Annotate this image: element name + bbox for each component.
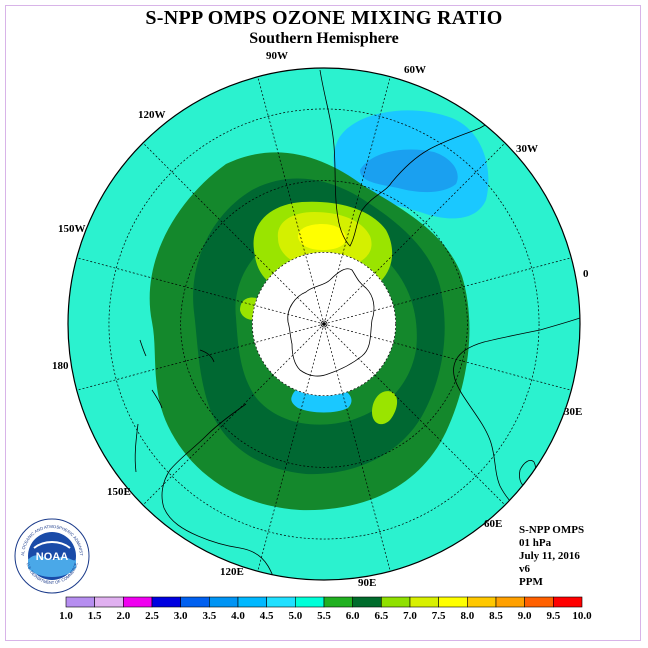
- lon-label-120w: 120W: [138, 109, 166, 121]
- map-subtitle: Southern Hemisphere: [249, 30, 399, 47]
- lon-label-90e: 90E: [358, 577, 377, 589]
- lon-label-180: 180: [52, 360, 69, 372]
- info-block: S-NPP OMPS 01 hPa July 11, 2016 v6 PPM: [519, 524, 584, 589]
- latitude-circle: [180, 180, 468, 468]
- meridian-line: [76, 323, 325, 391]
- lon-label-30w: 30W: [516, 143, 538, 155]
- meridian-line: [323, 323, 572, 391]
- pole-marker: [320, 320, 328, 328]
- meridian-line: [323, 142, 506, 325]
- meridian-line: [257, 76, 325, 325]
- noaa-logo-text: NOAA: [36, 551, 68, 563]
- latitude-circle: [251, 251, 397, 397]
- info-date: July 11, 2016: [519, 550, 580, 562]
- meridian-line: [323, 323, 506, 506]
- lon-label-0: 0: [583, 268, 589, 280]
- info-version: v6: [519, 563, 530, 575]
- map-title: S-NPP OMPS OZONE MIXING RATIO: [145, 7, 503, 29]
- info-units: PPM: [519, 576, 543, 588]
- lon-label-60w: 60W: [404, 64, 426, 76]
- meridian-line: [323, 76, 391, 325]
- antarctica-outline: [287, 268, 375, 377]
- info-instrument: S-NPP OMPS: [519, 524, 585, 536]
- meridian-line: [142, 142, 325, 325]
- contour-3-5: [360, 149, 458, 193]
- contour-7-5: [298, 224, 346, 250]
- lon-label-120e: 120E: [220, 566, 244, 578]
- meridian-line: [323, 257, 572, 325]
- lon-label-60e: 60E: [484, 518, 503, 530]
- lon-label-150w: 150W: [58, 223, 86, 235]
- meridian-line: [76, 257, 325, 325]
- contour-6-5-small: [372, 391, 398, 425]
- meridian-line: [142, 323, 325, 506]
- lon-label-30e: 30E: [564, 406, 583, 418]
- map-boundary: [67, 67, 581, 581]
- info-pressure: 01 hPa: [519, 537, 552, 549]
- lon-label-90w: 90W: [266, 50, 288, 62]
- meridian-line: [257, 323, 325, 572]
- noaa-logo: NOAA NATIONAL OCEANIC AND ATMOSPHERIC AD…: [14, 518, 90, 594]
- figure-frame: [5, 5, 641, 641]
- lon-label-150e: 150E: [107, 486, 131, 498]
- graticule: [76, 76, 572, 572]
- meridian-line: [323, 323, 391, 572]
- latitude-circle: [108, 108, 540, 540]
